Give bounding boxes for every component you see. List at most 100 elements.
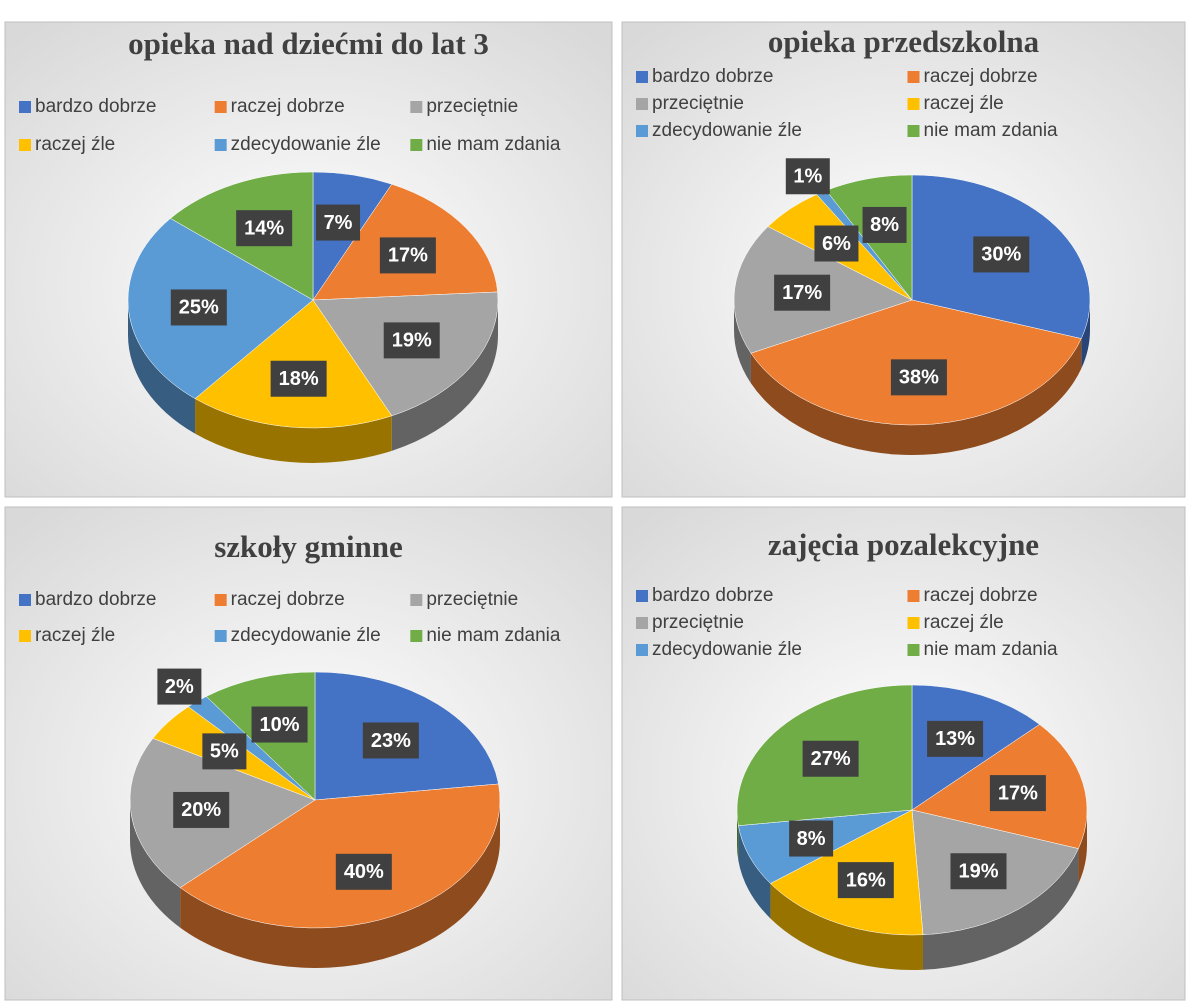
label-box	[379, 237, 436, 274]
pie-side	[737, 810, 739, 861]
legend-label: raczej źle	[924, 612, 1004, 633]
legend-label: raczej dobrze	[924, 585, 1038, 606]
legend-swatch	[907, 98, 920, 110]
label-box	[774, 274, 831, 311]
legend-label: nie mam zdania	[924, 639, 1059, 660]
label-box	[202, 733, 247, 770]
label-box	[862, 206, 907, 243]
label-box	[814, 225, 859, 262]
legend-swatch	[410, 101, 423, 113]
legend-swatch	[19, 101, 31, 113]
label-box	[251, 706, 308, 743]
data-label: 10%	[260, 714, 300, 736]
data-label: 5%	[210, 741, 239, 763]
legend-swatch	[907, 71, 920, 83]
legend-swatch	[410, 594, 423, 606]
data-label: 23%	[371, 730, 411, 752]
label-box	[236, 210, 293, 247]
data-label: 8%	[870, 214, 899, 236]
data-label: 6%	[822, 233, 851, 255]
legend-swatch	[636, 125, 648, 137]
data-label: 14%	[244, 217, 284, 239]
pie-side	[750, 338, 1082, 456]
legend-swatch	[907, 590, 920, 602]
legend-swatch	[636, 98, 648, 110]
label-box	[173, 791, 230, 828]
pie-side	[1078, 810, 1087, 884]
data-label: 1%	[793, 166, 822, 188]
legend-swatch	[214, 594, 227, 606]
legend-label: raczej źle	[35, 625, 115, 646]
legend-label: raczej dobrze	[231, 96, 345, 117]
label-box	[362, 722, 419, 759]
legend-label: bardzo dobrze	[35, 589, 156, 610]
data-label: 38%	[899, 367, 939, 389]
pie-side	[770, 883, 923, 971]
legend-label: zdecydowanie źle	[652, 120, 802, 141]
legend-label: bardzo dobrze	[35, 96, 156, 117]
data-label: 17%	[782, 282, 822, 304]
pie-side	[1081, 300, 1090, 369]
data-label: 25%	[179, 297, 219, 319]
label-box	[890, 359, 947, 396]
legend-label: przeciętnie	[426, 96, 518, 117]
pie-side	[738, 825, 771, 919]
legend-swatch	[907, 617, 920, 629]
data-label: 8%	[797, 828, 826, 850]
legend-swatch	[214, 630, 227, 642]
label-box	[157, 668, 202, 705]
chart-title: zajęcia pozalekcyjne	[768, 527, 1039, 562]
data-label: 27%	[811, 748, 851, 770]
legend-label: raczej dobrze	[231, 589, 345, 610]
legend-swatch	[214, 101, 227, 113]
label-box	[989, 775, 1046, 812]
legend-label: raczej źle	[924, 93, 1004, 114]
data-label: 2%	[165, 676, 194, 698]
data-label: 7%	[324, 212, 353, 234]
legend-swatch	[636, 617, 648, 629]
legend-label: zdecydowanie źle	[231, 625, 381, 646]
label-box	[335, 853, 392, 890]
data-label: 13%	[935, 728, 975, 750]
legend-label: bardzo dobrze	[652, 66, 773, 87]
legend-label: przeciętnie	[652, 612, 744, 633]
pie-side	[130, 800, 181, 928]
legend-label: zdecydowanie źle	[652, 639, 802, 660]
legend-label: zdecydowanie źle	[231, 134, 381, 155]
pie-side	[922, 848, 1079, 970]
pie-side	[128, 300, 196, 434]
data-label: 30%	[981, 244, 1021, 266]
legend-swatch	[636, 590, 648, 602]
pie-side	[180, 800, 500, 968]
pie-side	[391, 300, 498, 451]
legend-swatch	[636, 644, 648, 656]
label-box	[802, 740, 859, 777]
label-box	[383, 322, 440, 359]
legend-swatch	[19, 139, 31, 151]
legend-swatch	[636, 71, 648, 83]
label-box	[973, 236, 1030, 273]
label-box	[789, 820, 834, 857]
label-box	[927, 720, 984, 757]
legend-label: nie mam zdania	[924, 120, 1059, 141]
chart-title: opieka przedszkolna	[768, 24, 1040, 59]
chart-title: opieka nad dziećmi do lat 3	[128, 26, 489, 61]
legend-swatch	[907, 644, 920, 656]
legend-label: przeciętnie	[426, 589, 518, 610]
legend-swatch	[19, 630, 31, 642]
label-box	[950, 853, 1007, 890]
data-label: 17%	[388, 245, 428, 267]
label-box	[785, 158, 830, 195]
legend-swatch	[410, 139, 423, 151]
legend-label: przeciętnie	[652, 93, 744, 114]
data-label: 17%	[998, 782, 1038, 804]
label-box	[270, 360, 327, 397]
label-box	[837, 862, 894, 899]
legend-label: raczej dobrze	[924, 66, 1038, 87]
legend-swatch	[907, 125, 920, 137]
legend-swatch	[410, 630, 423, 642]
data-label: 20%	[181, 799, 221, 821]
data-label: 16%	[846, 869, 886, 891]
label-box	[316, 204, 361, 241]
